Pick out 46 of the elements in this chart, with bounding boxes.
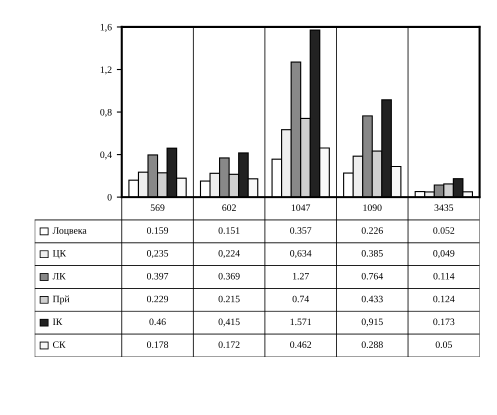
y-tick-label: 1,6 bbox=[100, 24, 112, 32]
y-tick-label: 1,2 bbox=[100, 66, 112, 74]
data-label: 0.357 bbox=[290, 227, 312, 234]
data-label: 0,415 bbox=[218, 318, 240, 326]
y-tick-label: 0,8 bbox=[100, 108, 112, 117]
legend-label: ЛК bbox=[52, 272, 66, 280]
data-label: 0,915 bbox=[362, 318, 383, 326]
data-label: 0.397 bbox=[146, 272, 168, 280]
data-label: 0.433 bbox=[362, 296, 383, 302]
legend-label: ІК bbox=[52, 318, 62, 325]
y-tick-label: 0 bbox=[108, 194, 112, 201]
data-label: 0.369 bbox=[218, 272, 240, 280]
data-label: 1.27 bbox=[293, 272, 309, 280]
data-label: 0.74 bbox=[292, 296, 310, 302]
data-label: 0,049 bbox=[433, 250, 454, 258]
data-label: 0.052 bbox=[433, 227, 454, 234]
x-tick-label: 569 bbox=[150, 204, 164, 211]
x-tick-label: 1090 bbox=[363, 204, 382, 211]
data-label: 0.124 bbox=[433, 296, 455, 302]
data-label: 0.178 bbox=[146, 341, 168, 348]
data-label: 0.151 bbox=[218, 227, 240, 234]
data-label: 0.172 bbox=[218, 341, 240, 348]
legend-label: ЦК bbox=[52, 250, 66, 259]
x-tick-label: 3435 bbox=[434, 204, 454, 211]
data-label: 1.571 bbox=[290, 318, 312, 326]
data-label: 0.215 bbox=[218, 296, 240, 302]
data-label: 0,634 bbox=[290, 250, 312, 258]
data-label: 0,224 bbox=[218, 250, 240, 258]
data-label: 0.173 bbox=[433, 318, 454, 326]
legend-label: Лоцвека bbox=[52, 227, 87, 236]
data-label: 0.226 bbox=[362, 227, 383, 234]
y-tick-label: 0,4 bbox=[100, 151, 112, 160]
x-tick-label: 602 bbox=[222, 204, 236, 211]
data-label: 0,235 bbox=[146, 250, 168, 258]
data-label: 0.385 bbox=[362, 250, 383, 257]
data-label: 0.05 bbox=[436, 341, 452, 348]
data-label: 0.229 bbox=[146, 296, 168, 302]
x-tick-label: 1047 bbox=[292, 204, 310, 211]
data-label: 0.462 bbox=[290, 341, 312, 348]
data-label: 0.114 bbox=[433, 272, 454, 280]
data-label: 0.159 bbox=[146, 227, 168, 234]
data-label: 0.288 bbox=[362, 341, 383, 348]
data-label: 0.764 bbox=[362, 272, 384, 280]
legend-label: Прй bbox=[52, 296, 70, 304]
data-label: 0.46 bbox=[149, 318, 166, 326]
legend-label: СК bbox=[52, 341, 66, 348]
